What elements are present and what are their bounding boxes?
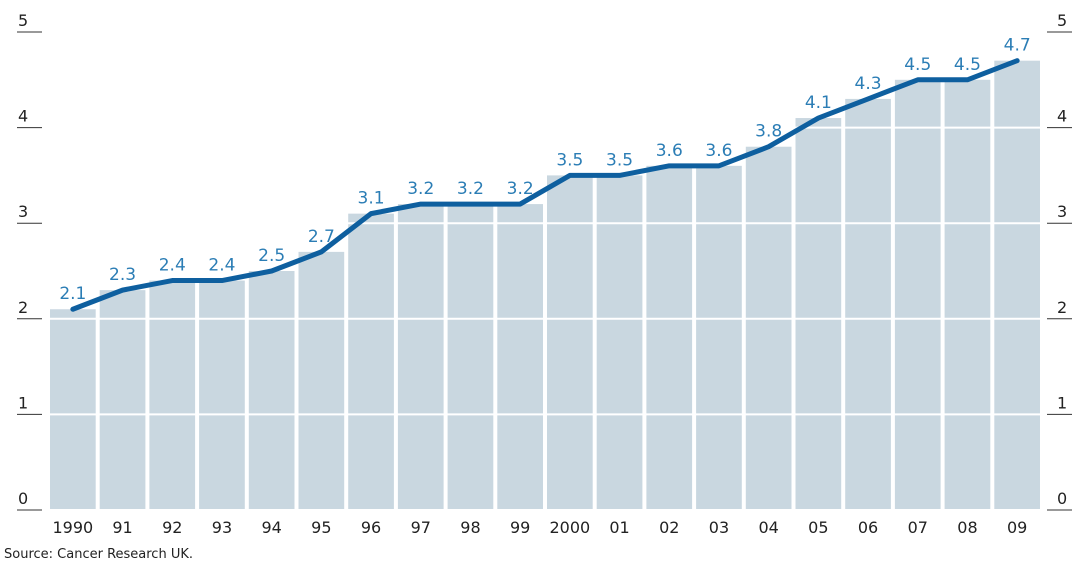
x-tick-label: 04 — [758, 518, 778, 537]
bar — [944, 79, 991, 511]
y-tick-label: 1 — [18, 393, 28, 412]
source-note: Source: Cancer Research UK. — [4, 547, 193, 562]
data-label: 3.2 — [507, 179, 534, 199]
x-tick-label: 01 — [609, 518, 629, 537]
bar — [845, 98, 891, 511]
y-tick-label: 0 — [18, 489, 28, 508]
x-tick-label: 91 — [112, 518, 132, 537]
x-tick-label: 92 — [162, 518, 182, 537]
x-tick-label: 02 — [659, 518, 679, 537]
bar — [149, 280, 196, 510]
x-tick-label: 03 — [709, 518, 729, 537]
x-tick-label: 95 — [311, 518, 331, 537]
bar — [50, 309, 96, 510]
y-tick-label: 3 — [18, 202, 28, 221]
x-tick-label: 08 — [957, 518, 977, 537]
data-label: 4.5 — [904, 55, 931, 75]
bar — [298, 251, 345, 510]
x-tick-label: 96 — [361, 518, 381, 537]
bar — [795, 118, 842, 510]
data-label: 3.1 — [358, 189, 385, 209]
bar — [99, 290, 146, 510]
trend-line — [70, 58, 1020, 312]
data-label: 3.6 — [705, 141, 732, 161]
data-label: 4.5 — [954, 55, 981, 75]
x-tick-label: 05 — [808, 518, 828, 537]
y2-tick-label: 3 — [1057, 202, 1067, 221]
data-label: 4.7 — [1004, 36, 1031, 56]
x-tick-label: 97 — [411, 518, 431, 537]
bar — [397, 204, 444, 510]
bar — [547, 175, 593, 510]
x-tick-label: 2000 — [549, 518, 590, 537]
x-tick-label: 07 — [908, 518, 928, 537]
data-label: 3.2 — [407, 179, 434, 199]
data-label: 2.4 — [208, 256, 235, 276]
y-tick-label: 5 — [18, 11, 28, 30]
bar — [199, 280, 245, 510]
bar — [447, 204, 494, 510]
y2-tick-label: 5 — [1057, 11, 1067, 30]
bar — [497, 204, 543, 510]
data-label: 4.1 — [805, 93, 832, 113]
bar — [248, 271, 295, 510]
y-tick-label: 2 — [18, 298, 28, 317]
y2-tick-label: 0 — [1057, 489, 1067, 508]
bar — [646, 165, 693, 510]
x-tick-label: 94 — [261, 518, 281, 537]
bar — [348, 213, 394, 510]
bar — [596, 175, 643, 510]
data-label: 3.5 — [556, 150, 583, 170]
y2-tick-label: 2 — [1057, 298, 1067, 317]
data-label: 4.3 — [855, 74, 882, 94]
data-label: 2.5 — [258, 246, 285, 266]
y-tick-label: 4 — [18, 107, 28, 126]
data-label: 2.7 — [308, 227, 335, 247]
data-label: 3.8 — [755, 122, 782, 142]
bar — [994, 60, 1040, 511]
bar — [696, 165, 742, 510]
bar — [894, 79, 941, 511]
y2-tick-label: 4 — [1057, 107, 1067, 126]
data-label: 2.3 — [109, 265, 136, 285]
x-tick-label: 06 — [858, 518, 878, 537]
data-label: 3.6 — [656, 141, 683, 161]
bar — [745, 146, 792, 510]
x-tick-label: 1990 — [52, 518, 93, 537]
y2-tick-label: 1 — [1057, 393, 1067, 412]
data-label: 2.1 — [59, 284, 86, 304]
x-tick-label: 93 — [212, 518, 232, 537]
data-label: 3.5 — [606, 150, 633, 170]
data-label: 2.4 — [159, 256, 186, 276]
data-label: 3.2 — [457, 179, 484, 199]
x-tick-label: 99 — [510, 518, 530, 537]
x-tick-label: 98 — [460, 518, 480, 537]
x-tick-label: 09 — [1007, 518, 1027, 537]
